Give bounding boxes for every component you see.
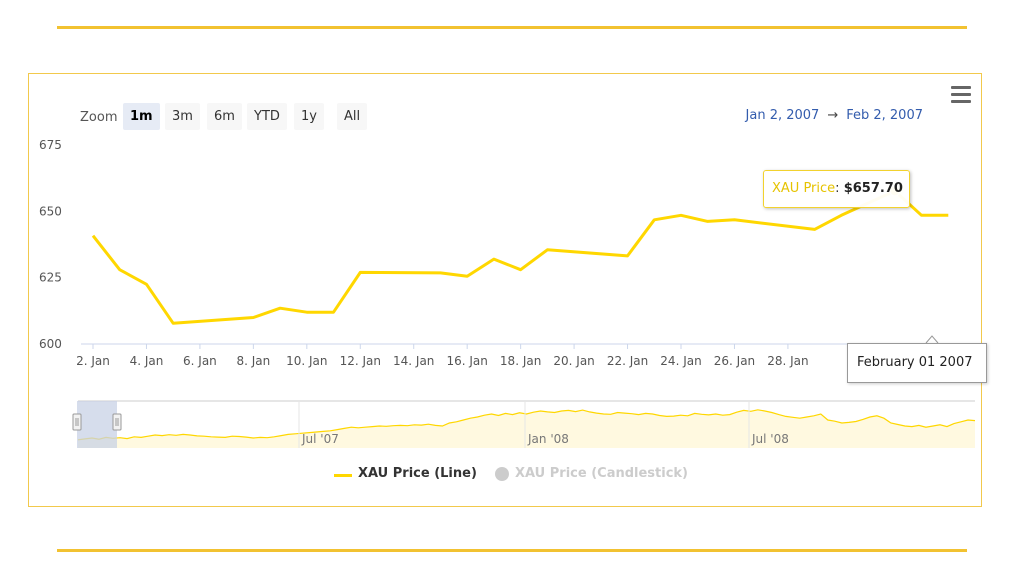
legend-candlestick-dot-icon <box>495 467 509 481</box>
y-tick-label-650: 650 <box>39 204 62 218</box>
x-tick-label: 8. Jan <box>236 354 270 368</box>
navigator-left-handle[interactable] <box>72 413 82 431</box>
navigator-selection[interactable] <box>77 401 117 448</box>
x-tick-label: 18. Jan <box>500 354 541 368</box>
navigator-right-handle[interactable] <box>112 413 122 431</box>
chart-svg: 600 625 650 675 2. Jan 4. Jan 6. Jan 8. Jan 10. … <box>39 138 976 448</box>
navigator-line <box>77 409 976 441</box>
zoom-button-ytd[interactable]: YTD <box>247 103 287 130</box>
tooltip-value: $657.70 <box>843 181 903 196</box>
xau-price-line <box>91 189 949 325</box>
zoom-button-3m[interactable]: 3m <box>165 103 200 130</box>
tooltip-colon: : <box>835 181 844 196</box>
x-tick-label: 26. Jan <box>714 354 755 368</box>
navigator-area <box>78 409 975 448</box>
x-tick-label: 22. Jan <box>607 354 648 368</box>
crosshair-date-label: February 01 2007 <box>847 343 987 383</box>
legend-line-symbol-icon <box>334 474 352 477</box>
legend-item-line[interactable]: XAU Price (Line) <box>334 466 477 481</box>
x-tick-label: 28. Jan <box>767 354 808 368</box>
x-tick-label: 14. Jan <box>393 354 434 368</box>
x-tick-label: 4. Jan <box>130 354 164 368</box>
zoom-button-6m[interactable]: 6m <box>207 103 242 130</box>
bottom-accent-rule <box>57 549 967 552</box>
top-accent-rule <box>57 26 967 29</box>
legend-candlestick-label: XAU Price (Candlestick) <box>515 466 688 481</box>
navigator-label: Jul '07 <box>301 432 339 446</box>
crosshair-pointer <box>925 335 939 344</box>
legend-item-candlestick[interactable]: XAU Price (Candlestick) <box>495 466 688 481</box>
x-tick-label: 24. Jan <box>660 354 701 368</box>
zoom-button-all[interactable]: All <box>337 103 368 130</box>
date-range-from[interactable]: Jan 2, 2007 <box>745 108 820 123</box>
date-range-to[interactable]: Feb 2, 2007 <box>846 108 923 123</box>
tooltip: XAU Price: $657.70 <box>763 170 910 208</box>
x-tick-label: 10. Jan <box>286 354 327 368</box>
chart-container: Zoom 1m 3m 6m YTD 1y All Jan 2, 2007 → Feb 2, 2… <box>28 73 987 507</box>
y-tick-label-600: 600 <box>39 337 62 351</box>
x-tick-label: 20. Jan <box>553 354 594 368</box>
x-tick-label: 16. Jan <box>446 354 487 368</box>
tooltip-series-label: XAU Price <box>772 181 836 196</box>
zoom-label: Zoom <box>80 110 118 125</box>
navigator-label: Jan '08 <box>527 432 569 446</box>
date-range-arrow: → <box>827 108 839 123</box>
legend-line-label: XAU Price (Line) <box>358 466 477 481</box>
x-tick-label: 12. Jan <box>340 354 381 368</box>
navigator-label: Jul '08 <box>751 432 789 446</box>
zoom-button-1m[interactable]: 1m <box>123 103 160 130</box>
y-tick-label-675: 675 <box>39 138 62 152</box>
y-tick-label-625: 625 <box>39 271 62 285</box>
date-range-display: Jan 2, 2007 → Feb 2, 2007 <box>746 108 923 123</box>
zoom-button-1y[interactable]: 1y <box>294 103 324 130</box>
x-tick-label: 2. Jan <box>76 354 110 368</box>
x-tick-label: 6. Jan <box>183 354 217 368</box>
hamburger-menu-icon[interactable] <box>951 86 971 103</box>
